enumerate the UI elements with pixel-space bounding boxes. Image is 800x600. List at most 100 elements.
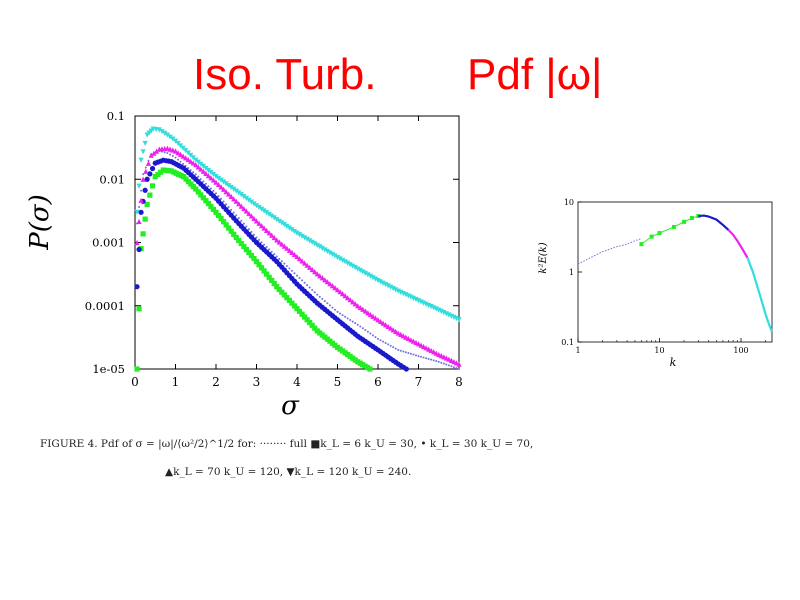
data-point — [142, 187, 148, 193]
data-point — [294, 306, 300, 312]
data-point — [203, 170, 209, 177]
data-point — [296, 274, 298, 277]
data-point — [322, 247, 328, 253]
data-point — [312, 269, 318, 275]
x-tick-label: 1 — [172, 375, 180, 389]
data-point — [223, 189, 229, 195]
data-point — [253, 258, 260, 265]
data-point — [256, 204, 262, 211]
data-point — [193, 186, 199, 192]
data-point — [296, 256, 303, 262]
data-point — [144, 166, 147, 169]
data-point — [222, 200, 225, 203]
data-point — [147, 192, 153, 198]
series — [134, 157, 409, 372]
data-point — [142, 216, 148, 222]
data-point — [218, 184, 224, 190]
data-point — [385, 283, 391, 289]
data-point — [324, 248, 330, 255]
data-point — [281, 292, 287, 298]
data-point — [316, 293, 319, 296]
data-point — [404, 351, 407, 354]
spectrum-chart-marks — [577, 214, 774, 333]
data-point — [309, 266, 315, 273]
data-point — [183, 155, 189, 161]
data-point — [256, 262, 262, 268]
data-point — [250, 230, 253, 233]
data-point — [380, 280, 386, 286]
data-point — [164, 132, 170, 138]
pdf-chart-axes: 0 1 2 3 4 5 6 7 8 0.1 0.01 0.001 0.0001 1e-05 — [85, 109, 463, 389]
data-point — [171, 155, 174, 158]
data-point — [166, 168, 172, 174]
data-point — [203, 198, 209, 204]
data-point — [291, 228, 298, 235]
data-point — [275, 255, 278, 258]
x-tick-label: 100 — [733, 346, 748, 355]
series — [134, 145, 462, 367]
data-point — [393, 328, 399, 335]
y-tick-label: 1e-05 — [92, 362, 125, 376]
data-point — [364, 329, 367, 332]
spectrum-chart-frame — [577, 201, 773, 343]
data-point — [323, 300, 326, 303]
data-point — [140, 231, 146, 237]
series-line — [746, 257, 774, 333]
data-point — [347, 297, 353, 303]
data-point — [264, 271, 270, 277]
data-point — [144, 201, 150, 208]
data-point — [278, 257, 281, 260]
data-point — [152, 174, 158, 180]
data-point — [657, 231, 662, 236]
y-tick-label: 0.1 — [107, 109, 125, 123]
y-tick-label: 0.01 — [99, 172, 125, 186]
data-point — [306, 284, 309, 287]
data-point — [225, 203, 228, 206]
data-point — [420, 355, 423, 358]
data-point — [365, 272, 371, 278]
data-point — [269, 213, 275, 219]
data-point — [236, 201, 242, 207]
data-point — [140, 149, 146, 155]
series-line — [698, 214, 730, 231]
data-point — [671, 224, 676, 229]
data-point — [456, 317, 462, 323]
data-point — [422, 356, 425, 359]
data-point — [138, 209, 144, 215]
data-point — [329, 251, 336, 258]
data-point — [159, 129, 165, 135]
data-point — [253, 203, 260, 209]
data-point — [136, 246, 142, 253]
data-point — [261, 208, 267, 214]
data-point — [361, 327, 364, 330]
data-point — [179, 160, 182, 163]
data-point — [169, 153, 172, 156]
data-point — [337, 289, 343, 295]
data-point — [255, 236, 258, 239]
data-point — [299, 311, 305, 317]
data-point — [258, 223, 265, 229]
data-point — [312, 241, 318, 247]
data-point — [138, 197, 144, 203]
data-point — [226, 191, 232, 197]
data-point — [238, 192, 244, 198]
data-point — [261, 268, 267, 274]
data-point — [228, 184, 234, 191]
data-point — [318, 295, 321, 298]
data-point — [198, 166, 204, 172]
slide-title-right: Pdf |ω| — [467, 50, 603, 99]
data-point — [252, 233, 255, 236]
data-point — [440, 361, 443, 364]
data-point — [209, 187, 212, 190]
data-point — [355, 266, 361, 272]
data-point — [682, 219, 687, 224]
data-point — [371, 334, 374, 337]
data-point — [442, 362, 445, 365]
slide-title: Iso. Turb. Pdf |ω| — [0, 50, 800, 110]
data-point — [286, 225, 293, 231]
data-point — [238, 240, 244, 247]
data-point — [264, 210, 270, 216]
data-point — [301, 260, 308, 266]
data-point — [258, 265, 265, 271]
